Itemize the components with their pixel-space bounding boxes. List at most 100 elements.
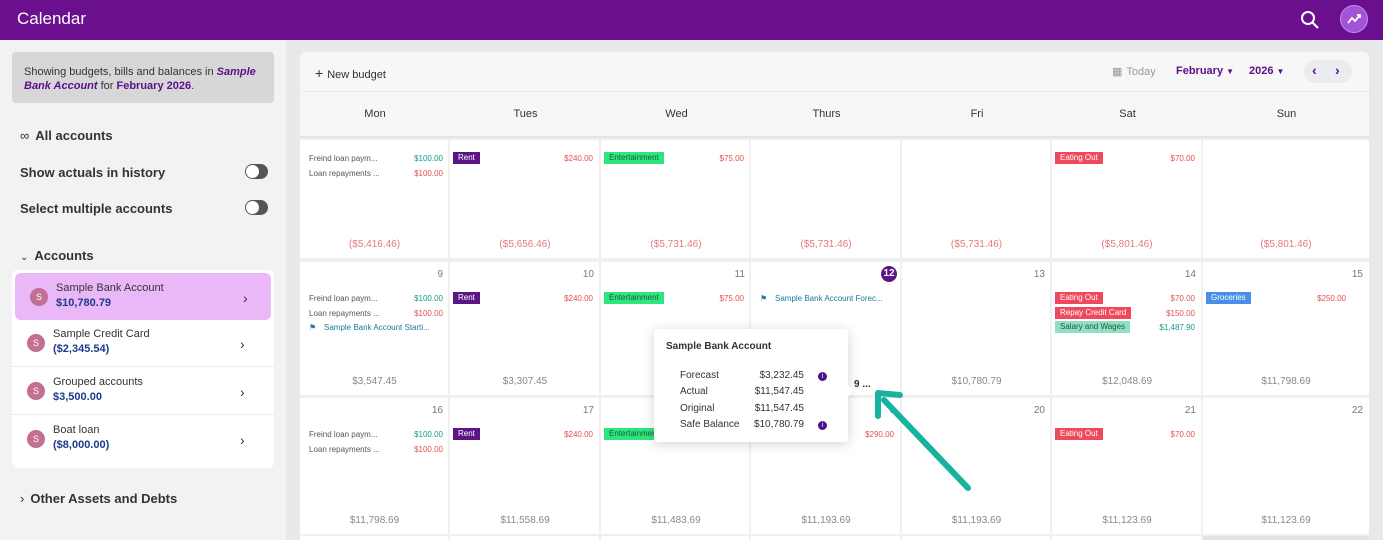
event-name: Loan repayments ... (309, 308, 380, 318)
calendar-event[interactable]: Freind loan paym... $100.00 (303, 428, 446, 441)
calendar-day-cell[interactable]: ($5,731.46) (902, 140, 1051, 258)
calendar-day-cell[interactable]: 10 Rent $240.00 $3,307.45 (450, 262, 600, 395)
event-tag: Entertainment (604, 292, 664, 304)
calendar-day-cell[interactable] (751, 536, 901, 540)
account-name: Grouped accounts (53, 376, 143, 388)
other-assets-link[interactable]: › Other Assets and Debts (20, 491, 177, 506)
calendar-event[interactable]: ⚑ Sample Bank Account Starti... (303, 321, 446, 334)
new-budget-button[interactable]: + New budget (315, 65, 386, 81)
day-balance: $11,193.69 (801, 515, 851, 526)
calendar-day-cell[interactable] (1203, 536, 1369, 540)
calendar-event[interactable]: Salary and Wages $1,487.90 (1055, 321, 1198, 334)
calendar-day-cell[interactable]: ($5,731.46) (751, 140, 901, 258)
calendar-event[interactable]: Entertainment $75.00 (604, 152, 747, 165)
caret-down-icon: ▼ (1226, 67, 1235, 76)
plus-icon: + (315, 65, 324, 81)
calendar-event[interactable]: Entertainment $75.00 (604, 292, 747, 305)
trend-button[interactable] (1340, 5, 1368, 33)
day-number: 22 (1351, 405, 1363, 416)
account-item[interactable]: S Sample Bank Account $10,780.79 › (15, 273, 271, 320)
calendar-day-cell[interactable]: 14 Eating Out $70.00 Repay Credit Card $150.… (1052, 262, 1202, 395)
calendar-day-cell[interactable]: Entertainment $75.00 ($5,731.46) (601, 140, 751, 258)
calendar-day-cell[interactable]: 16 Freind loan paym... $100.00 Loan repayme… (300, 398, 449, 534)
calendar-day-cell[interactable]: 21 Eating Out $70.00 $11,123.69 (1052, 398, 1202, 534)
event-tag: Eating Out (1055, 152, 1103, 164)
day-balance: ($5,801.46) (1101, 239, 1153, 250)
show-actuals-label: Show actuals in history (20, 165, 166, 180)
calendar-day-cell[interactable] (601, 536, 751, 540)
account-item[interactable]: S Boat loan ($8,000.00) › (12, 415, 274, 463)
calendar-event[interactable]: Rent $240.00 (453, 428, 596, 441)
calendar-day-cell[interactable] (902, 536, 1051, 540)
day-header-label: Thurs (812, 108, 841, 120)
notice-mid: for (97, 80, 117, 92)
calendar-day-cell[interactable]: 20 $11,193.69 (902, 398, 1051, 534)
calendar-event[interactable]: Rent $240.00 (453, 292, 596, 305)
calendar-day-cell[interactable]: 17 Rent $240.00 $11,558.69 (450, 398, 600, 534)
event-amount: $100.00 (414, 430, 443, 439)
popup-value: $3,232.45 (759, 370, 805, 381)
all-accounts-label: All accounts (35, 128, 113, 143)
today-button[interactable]: ▦ Today (1112, 65, 1156, 78)
day-balance: ($5,731.46) (800, 239, 852, 250)
event-tag: Eating Out (1055, 292, 1103, 304)
calendar-day-cell[interactable]: 9 Freind loan paym... $100.00 Loan repaymen… (300, 262, 449, 395)
account-item[interactable]: S Grouped accounts $3,500.00 › (12, 367, 274, 415)
event-tag: Eating Out (1055, 428, 1103, 440)
month-select[interactable]: February ▼ (1176, 65, 1234, 77)
calendar-day-cell[interactable]: Freind loan paym... $100.00 Loan repayment… (300, 140, 449, 258)
calendar-event[interactable]: Eating Out $70.00 (1055, 292, 1198, 305)
calendar-event[interactable]: Entertainment (604, 428, 747, 441)
calendar-day-cell[interactable]: 15 Groceries $250.00 $11,798.69 (1203, 262, 1369, 395)
flag-icon: ⚑ (760, 294, 768, 303)
event-amount: $240.00 (564, 294, 593, 303)
calendar-event[interactable]: Eating Out $70.00 (1055, 152, 1198, 165)
search-icon[interactable] (1300, 10, 1320, 30)
info-icon[interactable]: i (818, 372, 827, 381)
show-actuals-toggle[interactable] (245, 164, 268, 179)
select-multiple-toggle[interactable] (245, 200, 268, 215)
year-select[interactable]: 2026 ▼ (1249, 65, 1284, 77)
calendar-event[interactable]: Freind loan paym... $100.00 (303, 292, 446, 305)
accounts-heading[interactable]: ⌄ Accounts (20, 248, 94, 263)
calendar-day-cell[interactable]: 13 $10,780.79 (902, 262, 1051, 395)
calendar-day-cell[interactable] (450, 536, 600, 540)
popup-label: Forecast (680, 370, 719, 381)
chevron-right-icon: › (240, 384, 245, 400)
calendar-event[interactable]: Loan repayments ... $100.00 (303, 307, 446, 320)
calendar-day-cell[interactable]: ($5,801.46) (1203, 140, 1369, 258)
calendar-event[interactable]: Loan repayments ... $100.00 (303, 443, 446, 456)
calendar-event[interactable]: ⚑ Sample Bank Account Forec... (754, 292, 897, 305)
annotation-arrow (875, 390, 971, 491)
day-number: 14 (1184, 269, 1196, 280)
avatar: S (27, 334, 45, 352)
select-multiple-label: Select multiple accounts (20, 201, 173, 216)
prev-month-button[interactable]: ‹ (1312, 62, 1317, 78)
all-accounts-link[interactable]: ∞ All accounts (20, 128, 113, 143)
day-balance: $3,307.45 (502, 376, 548, 387)
calendar-event[interactable]: Eating Out $70.00 (1055, 428, 1198, 441)
calendar-event[interactable]: Rent $240.00 (453, 152, 596, 165)
calendar-event[interactable]: Groceries $250.00 (1206, 292, 1349, 305)
context-notice: Showing budgets, bills and balances in S… (12, 52, 274, 103)
calendar-event[interactable]: Loan repayments ... $100.00 (303, 167, 446, 180)
event-amount: $100.00 (414, 168, 443, 178)
calendar-event[interactable]: Freind loan paym... $100.00 (303, 152, 446, 165)
next-month-button[interactable]: › (1335, 62, 1340, 78)
more-events-link[interactable]: 9 ... (854, 379, 871, 390)
calendar-day-cell[interactable] (300, 536, 449, 540)
calendar-day-cell[interactable]: 22 $11,123.69 (1203, 398, 1369, 534)
day-header: Thurs (751, 92, 902, 138)
calendar-day-cell[interactable] (1052, 536, 1202, 540)
day-header-label: Mon (364, 108, 386, 120)
calendar-event[interactable]: $290.00 (754, 428, 897, 441)
day-header: Wed (601, 92, 752, 138)
event-amount: $250.00 (1317, 294, 1346, 303)
calendar-day-cell[interactable]: Eating Out $70.00 ($5,801.46) (1052, 140, 1202, 258)
account-item[interactable]: S Sample Credit Card ($2,345.54) › (12, 319, 274, 367)
calendar-event[interactable]: Repay Credit Card $150.00 (1055, 306, 1198, 320)
calendar-day-cell[interactable]: Rent $240.00 ($5,656.46) (450, 140, 600, 258)
day-balance: $3,547.45 (352, 376, 397, 387)
info-icon[interactable]: i (818, 421, 827, 430)
day-balance: $11,123.69 (1261, 515, 1311, 526)
